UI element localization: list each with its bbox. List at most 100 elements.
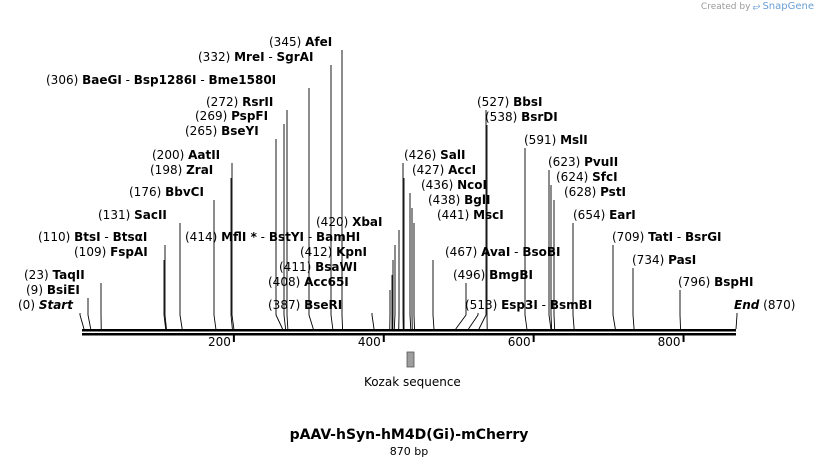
site-position: (591) bbox=[524, 133, 560, 147]
leader-line bbox=[409, 193, 412, 330]
site-label[interactable]: (441) MscI bbox=[437, 208, 504, 222]
enzyme-name: XbaI bbox=[352, 215, 382, 229]
site-label[interactable]: (436) NcoI bbox=[421, 178, 487, 192]
enzyme-name: SfcI bbox=[592, 170, 617, 184]
leader-line bbox=[553, 200, 556, 330]
site-label[interactable]: (0) Start bbox=[18, 298, 74, 312]
enzyme-name: BseRI bbox=[304, 298, 342, 312]
site-label[interactable]: (272) RsrII bbox=[206, 95, 273, 109]
site-label[interactable]: (332) MreI - SgrAI bbox=[198, 50, 313, 64]
name-separator: - bbox=[122, 73, 134, 87]
site-label[interactable]: (426) SalI bbox=[404, 148, 465, 162]
site-position: (414) bbox=[185, 230, 221, 244]
leader-line bbox=[163, 260, 167, 330]
enzyme-name: BaeGI bbox=[82, 73, 122, 87]
enzyme-name: Esp3I bbox=[501, 298, 538, 312]
enzyme-name: Acc65I bbox=[304, 275, 349, 289]
site-label[interactable]: (306) BaeGI - Bsp1286I - Bme1580I bbox=[46, 73, 276, 87]
site-label[interactable]: (200) AatII bbox=[152, 148, 220, 162]
enzyme-name: MslI bbox=[560, 133, 588, 147]
leader-line bbox=[330, 65, 334, 330]
site-label[interactable]: (414) MflI * - BstYI - BamHI bbox=[185, 230, 360, 244]
enzyme-name: BamHI bbox=[316, 230, 360, 244]
site-position: (200) bbox=[152, 148, 188, 162]
features: Kozak sequence bbox=[364, 351, 461, 389]
site-position: (734) bbox=[632, 253, 668, 267]
site-label[interactable]: (387) BseRI bbox=[268, 298, 342, 312]
site-label[interactable]: (427) AccI bbox=[412, 163, 476, 177]
site-labels: (0) Start(9) BsiEI(23) TaqII(109) FspAI(… bbox=[18, 35, 795, 312]
leader-line bbox=[371, 313, 375, 330]
site-label[interactable]: (538) BsrDI bbox=[485, 110, 558, 124]
site-label[interactable]: (623) PvuII bbox=[548, 155, 618, 169]
site-label[interactable]: (345) AfeI bbox=[269, 35, 332, 49]
name-separator: - bbox=[197, 73, 209, 87]
leader-line bbox=[230, 178, 233, 330]
leader-line bbox=[393, 245, 396, 330]
site-position: (411) bbox=[279, 260, 315, 274]
site-label[interactable]: (654) EarI bbox=[573, 208, 636, 222]
site-position: (467) bbox=[445, 245, 481, 259]
site-position: (709) bbox=[612, 230, 648, 244]
leader-line bbox=[179, 223, 183, 330]
site-label[interactable]: (265) BseYI bbox=[185, 124, 259, 138]
site-label[interactable]: (412) KpnI bbox=[300, 245, 367, 259]
ruler-ticks: 200 400 600 800 bbox=[208, 335, 685, 349]
site-label[interactable]: (527) BbsI bbox=[477, 95, 542, 109]
leader-line bbox=[548, 170, 552, 330]
site-label[interactable]: (628) PstI bbox=[564, 185, 626, 199]
site-position: (427) bbox=[412, 163, 448, 177]
enzyme-name: BsrGI bbox=[685, 230, 722, 244]
site-label[interactable]: (709) TatI - BsrGI bbox=[612, 230, 722, 244]
name-separator: - bbox=[101, 230, 113, 244]
site-label[interactable]: (411) BsaWI bbox=[279, 260, 357, 274]
enzyme-name: MreI bbox=[234, 50, 264, 64]
site-label[interactable]: (408) Acc65I bbox=[268, 275, 349, 289]
site-label[interactable]: (513) Esp3I - BsmBI bbox=[465, 298, 592, 312]
snapgene-logo-icon: ⥂ bbox=[752, 1, 761, 12]
site-position: (426) bbox=[404, 148, 440, 162]
leader-line bbox=[87, 298, 92, 330]
site-position: (408) bbox=[268, 275, 304, 289]
site-position: (654) bbox=[573, 208, 609, 222]
site-position: (272) bbox=[206, 95, 242, 109]
site-position: (306) bbox=[46, 73, 82, 87]
site-label[interactable]: (9) BsiEI bbox=[26, 283, 80, 297]
site-position: (538) bbox=[485, 110, 521, 124]
site-position: (438) bbox=[428, 193, 464, 207]
enzyme-name: SgrAI bbox=[277, 50, 314, 64]
site-label[interactable]: (734) PasI bbox=[632, 253, 696, 267]
site-label[interactable]: (131) SacII bbox=[98, 208, 167, 222]
site-position: (345) bbox=[269, 35, 305, 49]
site-position: (265) bbox=[185, 124, 221, 138]
site-label[interactable]: (420) XbaI bbox=[316, 215, 383, 229]
site-label[interactable]: (198) ZraI bbox=[150, 163, 213, 177]
enzyme-name: End bbox=[734, 298, 760, 312]
enzyme-name: TaqII bbox=[52, 268, 84, 282]
enzyme-name: Bme1580I bbox=[208, 73, 276, 87]
enzyme-name: EarI bbox=[609, 208, 636, 222]
enzyme-name: BspHI bbox=[714, 275, 753, 289]
site-label[interactable]: (496) BmgBI bbox=[453, 268, 533, 282]
site-label[interactable]: (176) BbvCI bbox=[129, 185, 204, 199]
leader-line bbox=[468, 313, 479, 330]
backbone-bottom-strand bbox=[82, 333, 736, 336]
site-label[interactable]: (110) BtsI - BtsαI bbox=[38, 230, 147, 244]
site-label[interactable]: (467) AvaI - BsoBI bbox=[445, 245, 560, 259]
site-label[interactable]: (591) MslI bbox=[524, 133, 588, 147]
site-label[interactable]: (796) BspHI bbox=[678, 275, 753, 289]
site-label[interactable]: (624) SfcI bbox=[556, 170, 618, 184]
enzyme-name: MflI * bbox=[221, 230, 257, 244]
name-separator: - bbox=[304, 230, 316, 244]
site-label[interactable]: End (870) bbox=[734, 298, 795, 312]
site-label[interactable]: (109) FspAI bbox=[74, 245, 148, 259]
enzyme-name: PspFI bbox=[231, 109, 268, 123]
site-position: (628) bbox=[564, 185, 600, 199]
site-label[interactable]: (23) TaqII bbox=[24, 268, 85, 282]
site-position: (496) bbox=[453, 268, 489, 282]
leader-line bbox=[572, 223, 575, 330]
site-label[interactable]: (269) PspFI bbox=[195, 109, 268, 123]
site-label[interactable]: (438) BglI bbox=[428, 193, 490, 207]
enzyme-name: TatI bbox=[648, 230, 673, 244]
feature-kozak-sequence[interactable] bbox=[406, 351, 415, 368]
